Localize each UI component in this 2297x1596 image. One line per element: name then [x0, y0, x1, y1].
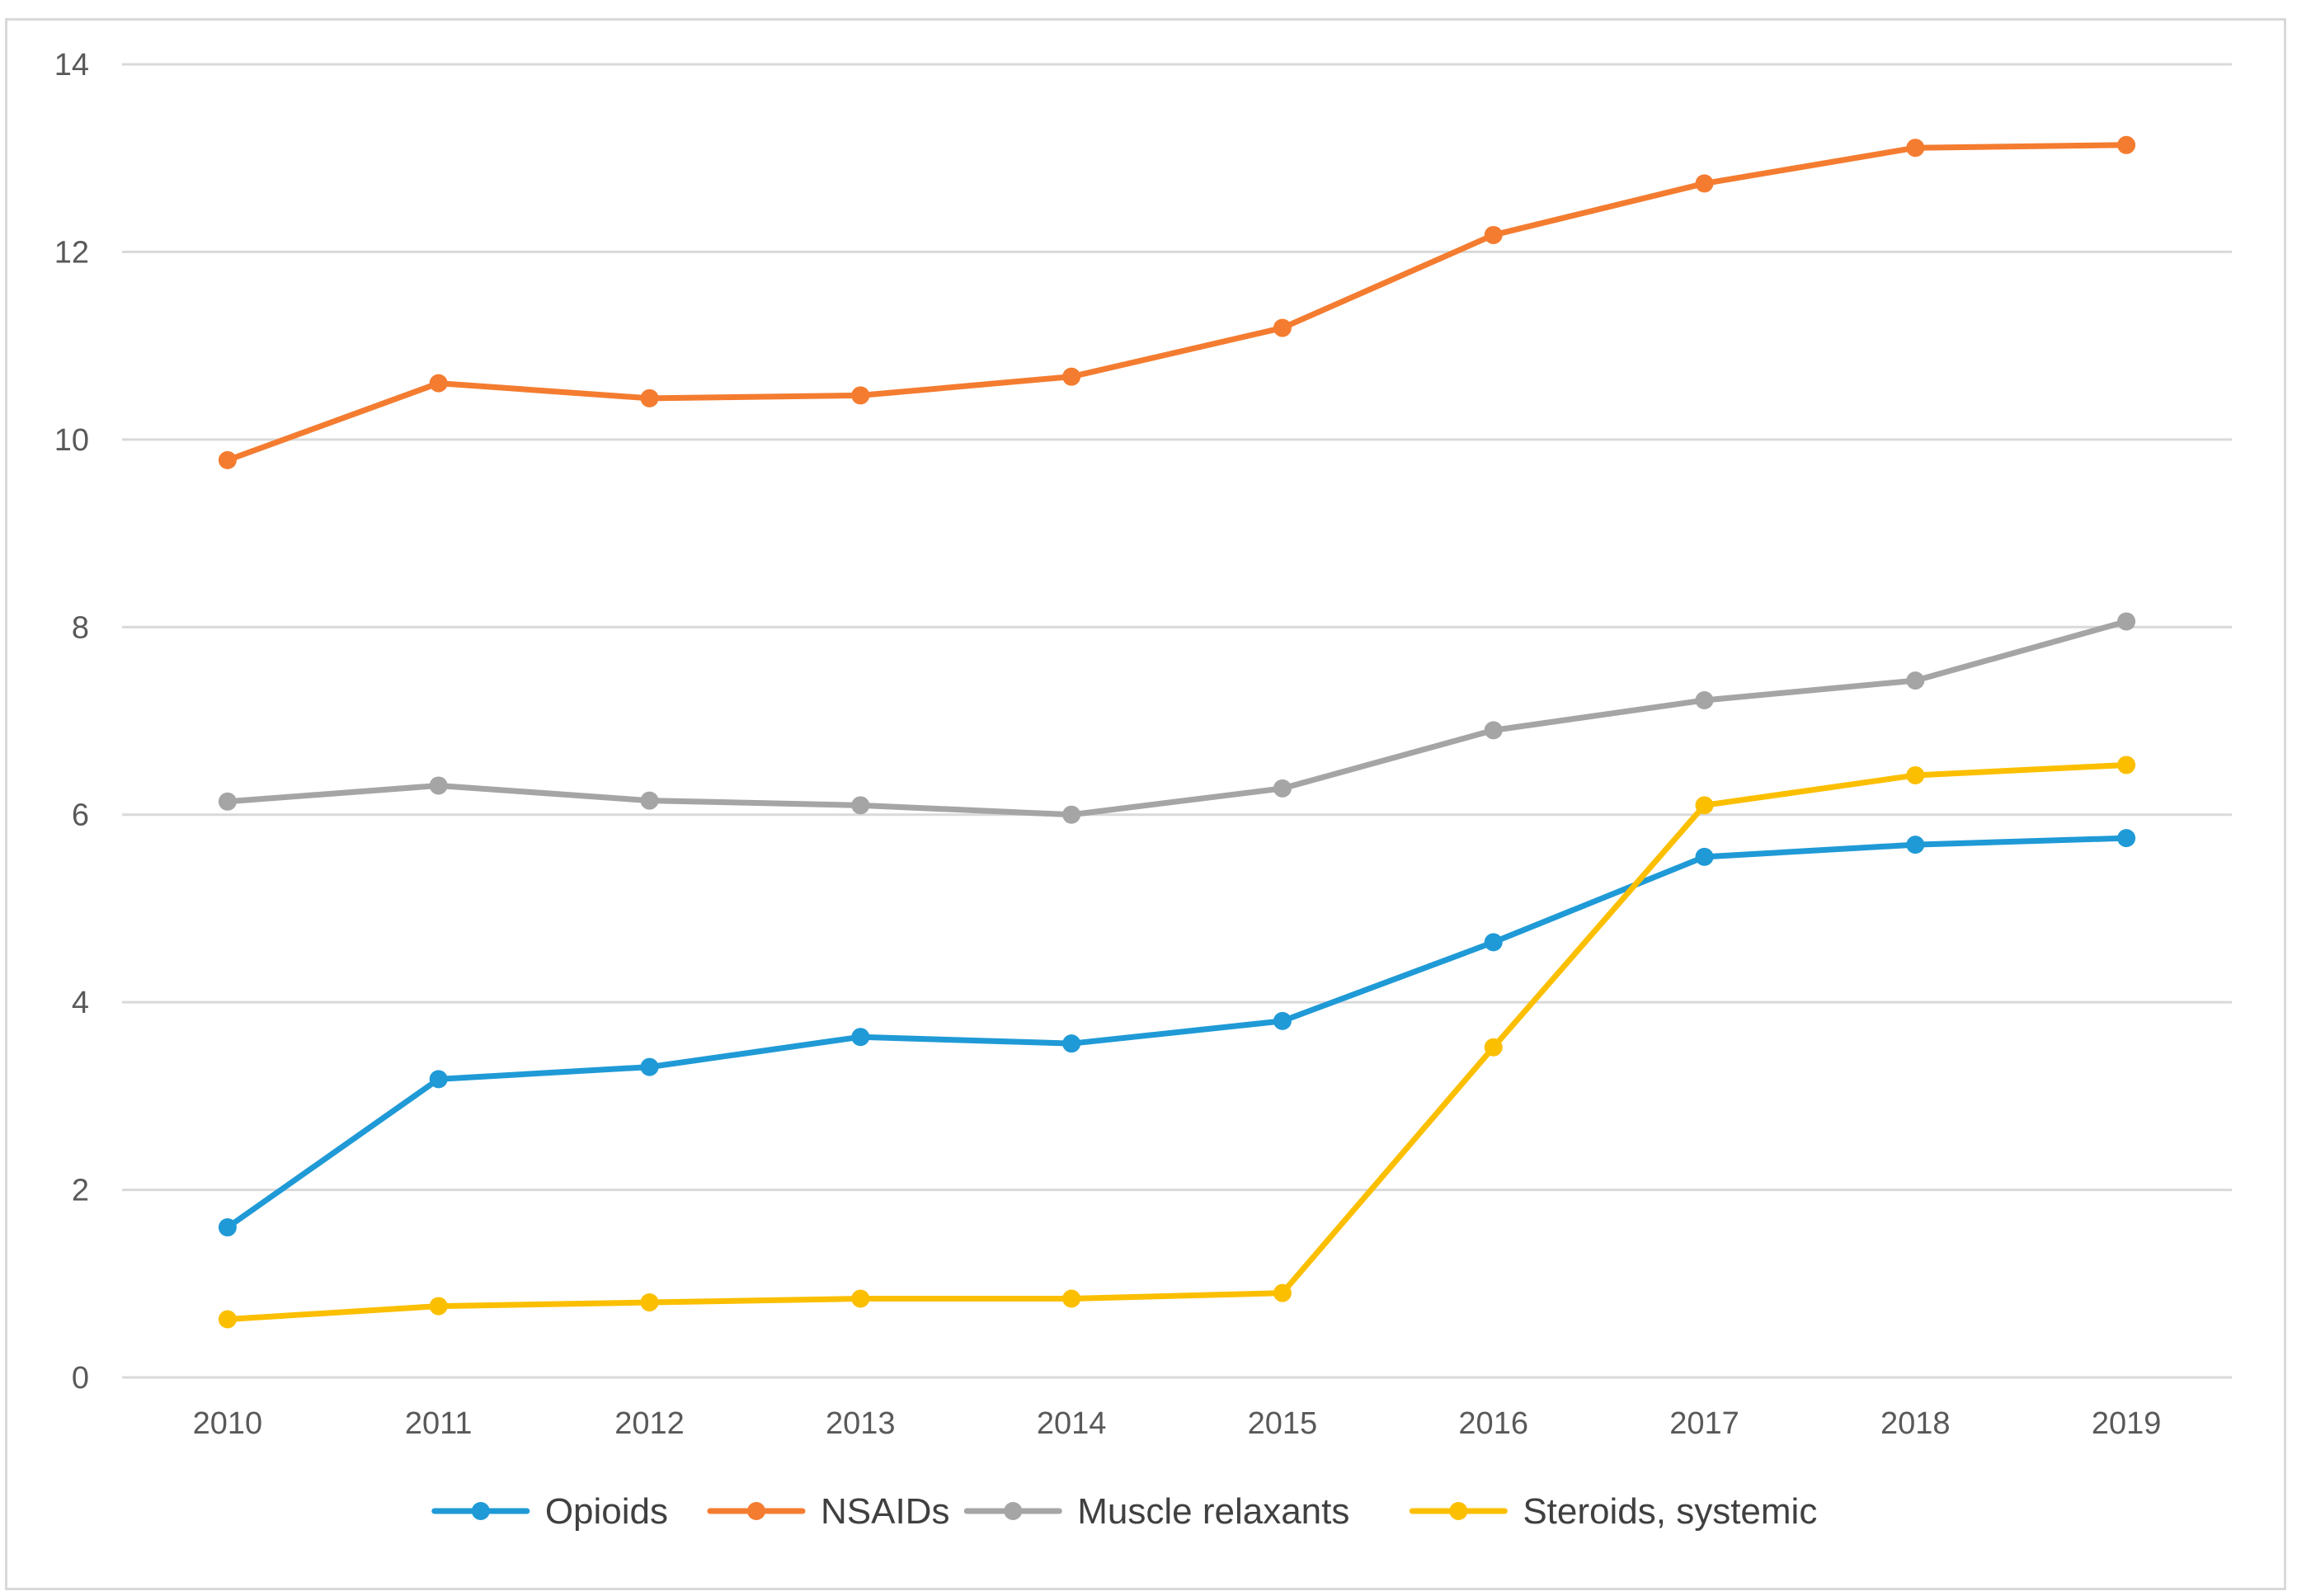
data-point: [1273, 779, 1292, 798]
y-tick-label: 8: [72, 610, 89, 645]
legend-swatch-marker: [1004, 1502, 1023, 1520]
data-point: [2117, 612, 2136, 631]
legend-item: Steroids, systemic: [1409, 1491, 1817, 1532]
y-axis-tick-labels: 0 2 4 6 8 10 12 14: [54, 48, 89, 1396]
data-point: [1906, 765, 1925, 784]
data-point: [1695, 690, 1714, 709]
data-point: [218, 792, 237, 811]
legend-item: NSAIDs: [707, 1491, 949, 1532]
legend-swatch-marker: [746, 1502, 765, 1520]
data-point: [1273, 318, 1292, 337]
gridlines: [122, 63, 2232, 1379]
data-point: [1484, 721, 1503, 740]
x-tick-label: 2019: [2092, 1406, 2162, 1441]
data-point: [640, 1057, 659, 1076]
data-point: [218, 450, 237, 469]
data-point: [1062, 1289, 1081, 1308]
data-point: [1062, 805, 1081, 824]
series-steroids-systemic: [218, 756, 2136, 1329]
data-point: [1695, 174, 1714, 193]
data-point: [1484, 1038, 1503, 1057]
series-line: [224, 618, 2130, 818]
series-opioids: [218, 829, 2136, 1237]
series-nsaids: [218, 135, 2136, 469]
data-point: [640, 388, 659, 407]
legend-item: Muscle relaxants: [963, 1491, 1349, 1532]
data-point: [2117, 756, 2136, 774]
data-point: [851, 1289, 870, 1308]
series-line: [224, 761, 2130, 1322]
y-tick-label: 12: [54, 235, 89, 270]
x-tick-label: 2018: [1880, 1406, 1951, 1441]
y-tick-label: 10: [54, 423, 89, 458]
data-point: [851, 386, 870, 405]
x-tick-label: 2015: [1248, 1406, 1318, 1441]
data-point: [429, 1070, 448, 1089]
data-point: [851, 1028, 870, 1047]
data-point: [1484, 933, 1503, 952]
data-point: [1906, 671, 1925, 690]
data-point: [851, 796, 870, 815]
x-tick-label: 2012: [614, 1406, 685, 1441]
data-point: [429, 374, 448, 393]
legend-label: Steroids, systemic: [1523, 1491, 1817, 1532]
x-tick-label: 2017: [1669, 1406, 1739, 1441]
y-tick-label: 6: [72, 798, 89, 833]
data-point: [1273, 1283, 1292, 1302]
x-tick-label: 2013: [826, 1406, 896, 1441]
x-tick-label: 2010: [193, 1406, 263, 1441]
data-point: [218, 1310, 237, 1329]
data-point: [429, 1297, 448, 1316]
legend-label: Opioids: [545, 1491, 668, 1532]
data-point: [1484, 225, 1503, 244]
data-point: [1273, 1011, 1292, 1030]
data-point: [1695, 847, 1714, 866]
x-tick-label: 2011: [405, 1406, 473, 1441]
data-point: [640, 1293, 659, 1312]
x-tick-label: 2014: [1037, 1406, 1107, 1441]
x-axis-tick-labels: 2010 2011 2012 2013 2014 2015 2016 2017 2018 2019: [193, 1406, 2162, 1441]
data-point: [1062, 1034, 1081, 1053]
legend-swatch-marker: [471, 1502, 490, 1520]
data-point: [2117, 829, 2136, 848]
data-point: [640, 791, 659, 810]
legend-swatch-marker: [1449, 1502, 1468, 1520]
y-tick-label: 0: [72, 1361, 89, 1396]
y-tick-label: 14: [54, 48, 89, 82]
data-point: [1062, 367, 1081, 386]
x-tick-label: 2016: [1458, 1406, 1528, 1441]
data-point: [429, 776, 448, 795]
data-point: [1695, 796, 1714, 815]
data-point: [218, 1218, 237, 1237]
legend-label: NSAIDs: [821, 1491, 949, 1532]
data-point: [1906, 836, 1925, 854]
series-line: [224, 835, 2130, 1231]
y-tick-label: 2: [72, 1174, 89, 1208]
legend: Opioids NSAIDs Muscle relaxants Steroids, s…: [431, 1491, 1817, 1532]
series-lines: [218, 135, 2136, 1329]
legend-label: Muscle relaxants: [1077, 1491, 1349, 1532]
series-line: [224, 142, 2130, 464]
data-point: [1906, 139, 1925, 158]
series-muscle-relaxants: [218, 612, 2136, 824]
data-point: [2117, 135, 2136, 154]
y-tick-label: 4: [72, 986, 89, 1020]
legend-item: Opioids: [431, 1491, 668, 1532]
